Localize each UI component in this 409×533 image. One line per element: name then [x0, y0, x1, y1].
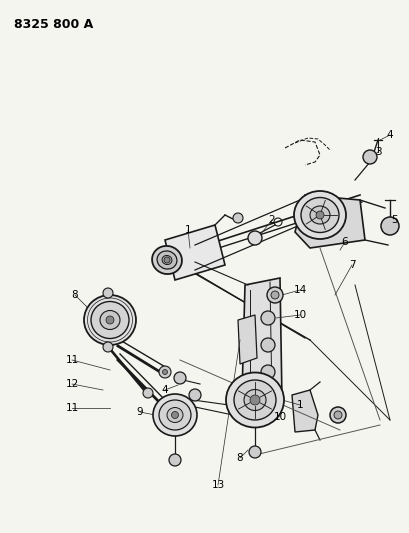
Circle shape: [169, 454, 180, 466]
Ellipse shape: [309, 206, 329, 224]
Ellipse shape: [159, 400, 191, 430]
Text: 8: 8: [72, 290, 78, 300]
Circle shape: [159, 366, 171, 378]
Circle shape: [261, 365, 274, 379]
Circle shape: [103, 288, 113, 298]
Circle shape: [315, 211, 323, 219]
Polygon shape: [291, 390, 317, 432]
Circle shape: [189, 389, 200, 401]
Ellipse shape: [162, 255, 171, 264]
Circle shape: [162, 369, 167, 375]
Text: 12: 12: [65, 379, 79, 389]
Text: 9: 9: [136, 407, 143, 417]
Ellipse shape: [243, 390, 265, 410]
Circle shape: [103, 342, 113, 352]
Ellipse shape: [234, 380, 275, 420]
Circle shape: [248, 446, 261, 458]
Circle shape: [143, 388, 153, 398]
Polygon shape: [294, 195, 364, 248]
Text: 10: 10: [273, 412, 286, 422]
Ellipse shape: [153, 394, 196, 436]
Circle shape: [232, 213, 243, 223]
Circle shape: [261, 311, 274, 325]
Ellipse shape: [152, 246, 182, 274]
Circle shape: [106, 316, 114, 324]
Circle shape: [164, 257, 170, 263]
Circle shape: [362, 150, 376, 164]
Text: 13: 13: [211, 480, 224, 490]
Polygon shape: [237, 315, 256, 364]
Text: 2: 2: [268, 215, 274, 225]
Text: 10: 10: [293, 310, 306, 320]
Text: 14: 14: [293, 285, 306, 295]
Circle shape: [329, 407, 345, 423]
Circle shape: [247, 231, 261, 245]
Text: 6: 6: [341, 237, 348, 247]
Circle shape: [171, 411, 178, 418]
Ellipse shape: [225, 373, 283, 427]
Text: 7: 7: [348, 260, 355, 270]
Circle shape: [173, 372, 186, 384]
Text: 4: 4: [386, 130, 392, 140]
Text: 5: 5: [391, 215, 397, 225]
Circle shape: [266, 287, 282, 303]
Text: 3: 3: [374, 147, 380, 157]
Text: 11: 11: [65, 403, 79, 413]
Circle shape: [249, 395, 259, 405]
Circle shape: [380, 217, 398, 235]
Ellipse shape: [293, 191, 345, 239]
Ellipse shape: [157, 251, 177, 269]
Text: 8: 8: [236, 453, 243, 463]
Circle shape: [261, 338, 274, 352]
Ellipse shape: [100, 311, 120, 329]
Circle shape: [333, 411, 341, 419]
Ellipse shape: [84, 295, 136, 345]
Circle shape: [159, 399, 171, 411]
Ellipse shape: [91, 302, 129, 338]
Text: 11: 11: [65, 355, 79, 365]
Polygon shape: [241, 278, 281, 408]
Polygon shape: [164, 225, 225, 280]
Text: 4: 4: [161, 385, 168, 395]
Ellipse shape: [166, 408, 182, 423]
Text: 8325 800 A: 8325 800 A: [14, 18, 93, 31]
Circle shape: [270, 291, 278, 299]
Text: 1: 1: [184, 225, 191, 235]
Ellipse shape: [300, 198, 338, 232]
Text: 1: 1: [296, 400, 303, 410]
